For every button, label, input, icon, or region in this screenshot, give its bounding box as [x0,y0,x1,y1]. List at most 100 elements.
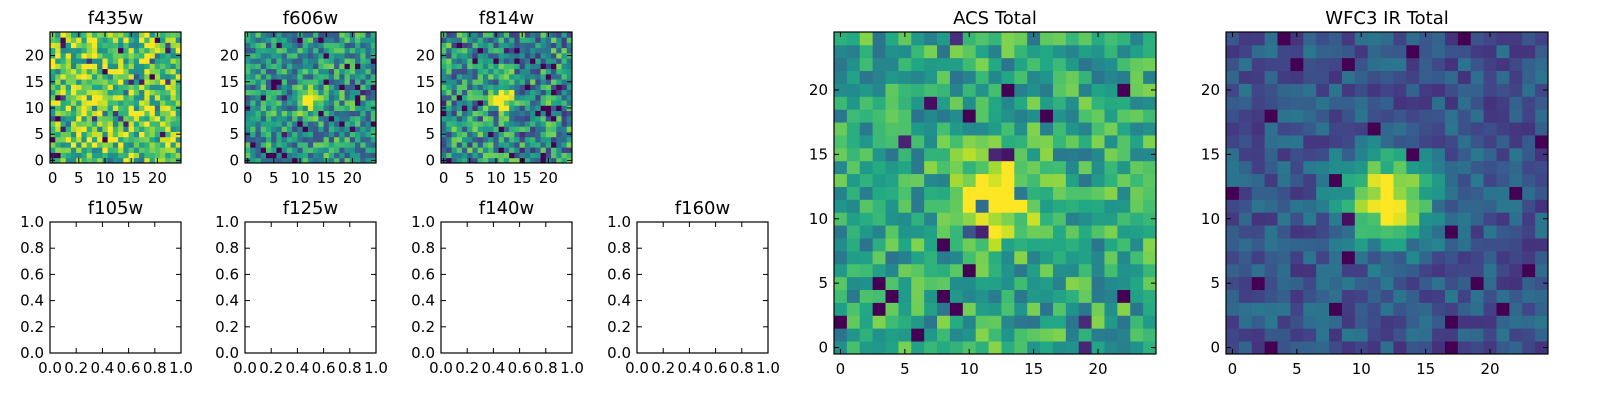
heatmap-cell [846,302,861,316]
heatmap-cell [561,42,568,49]
heatmap-cell [245,89,251,96]
heatmap-cell [556,68,562,75]
heatmap-cell [1380,341,1394,355]
heatmap-cell [535,73,541,80]
heatmap-cell [133,147,140,153]
heatmap-cell [1040,238,1054,252]
heatmap-cell [949,263,964,278]
heatmap-cell [328,126,335,132]
heatmap-cell [1104,199,1118,213]
heatmap-cell [1290,250,1304,265]
heatmap-cell [451,58,458,64]
heatmap-cell [488,42,494,49]
heatmap-cell [846,147,861,162]
heatmap-cell [461,52,468,59]
heatmap-cell [55,100,61,106]
heatmap-cell [1104,289,1118,303]
heatmap-cell [975,96,989,110]
heatmap-cell [493,142,500,148]
heatmap-cell [255,142,262,148]
heatmap-cell [446,47,452,54]
x-tick-label: 0 [836,360,846,378]
y-tick-label: 5 [818,274,828,292]
heatmap-cell [123,136,129,143]
heatmap-cell [365,105,372,111]
heatmap-cell [328,73,335,80]
heatmap-cell [70,68,77,75]
heatmap-cell [1143,250,1157,265]
heatmap-cell [1483,328,1497,342]
heatmap-cell [1238,135,1253,149]
heatmap-cell [556,32,562,38]
heatmap-cell [1117,160,1131,175]
heatmap-cell [949,44,964,59]
heatmap-cell [477,32,484,38]
heatmap-cell [482,79,489,85]
heatmap-cell [334,37,340,43]
heatmap-cell [498,100,505,106]
heatmap-cell [1091,212,1105,226]
heatmap-cell [975,302,989,316]
heatmap-cell [472,32,479,38]
heatmap-cell [1535,96,1549,110]
heatmap-cell [81,136,88,143]
heatmap-cell [1380,173,1394,187]
heatmap-cell [355,152,361,159]
heatmap-cell [370,47,377,54]
heatmap-cell [1277,250,1291,265]
heatmap-cell [1277,315,1291,329]
heatmap-cell [1341,160,1356,175]
heatmap-cell [988,341,1002,355]
heatmap-cell [97,68,103,75]
heatmap-cell [144,89,150,96]
heatmap-cell [60,147,67,153]
heatmap-cell [286,68,293,75]
heatmap-cell [86,126,93,132]
heatmap-cell [1091,328,1105,342]
heatmap-cell [498,142,505,148]
heatmap-cell [545,110,552,117]
heatmap-cell [1444,341,1459,355]
y-tick-label: 0.6 [20,265,44,283]
heatmap-cell [1496,160,1510,175]
heatmap-cell [360,115,366,122]
heatmap-cell [467,131,473,138]
heatmap-cell [566,68,573,75]
heatmap-cell [97,32,103,38]
heatmap-cell [1264,122,1278,136]
heatmap-cell [1316,32,1330,46]
heatmap-cell [872,238,886,252]
heatmap-cell [1419,341,1433,355]
heatmap-cell [355,142,361,148]
heatmap-cell [911,160,925,175]
heatmap-cell [477,100,484,106]
heatmap-cell [323,84,330,91]
y-tick-label: 5 [1210,274,1220,292]
heatmap-cell [355,58,361,64]
heatmap-cell [1354,225,1369,239]
heatmap-cell [339,126,345,132]
heatmap-cell [1483,263,1497,278]
heatmap-cell [1104,70,1118,84]
heatmap-cell [472,37,479,43]
heatmap-cell [446,147,452,153]
heatmap-cell [911,302,925,316]
heatmap-cell [885,341,899,355]
heatmap-cell [1354,199,1369,213]
heatmap-cell [50,42,56,49]
heatmap-cell [123,152,129,159]
x-tick-label: 0 [243,169,253,187]
heatmap-cell [1264,276,1278,290]
heatmap-cell [911,289,925,303]
heatmap-cell [149,89,156,96]
heatmap-cell [328,147,335,153]
heatmap-cell [566,121,573,127]
heatmap-cell [509,110,515,117]
heatmap-cell [1354,341,1369,355]
heatmap-cell [60,152,67,159]
heatmap-cell [1104,147,1118,162]
heatmap-cell [1354,96,1369,110]
heatmap-cell [170,136,177,143]
heatmap-cell [498,115,505,122]
heatmap-cell [360,84,366,91]
